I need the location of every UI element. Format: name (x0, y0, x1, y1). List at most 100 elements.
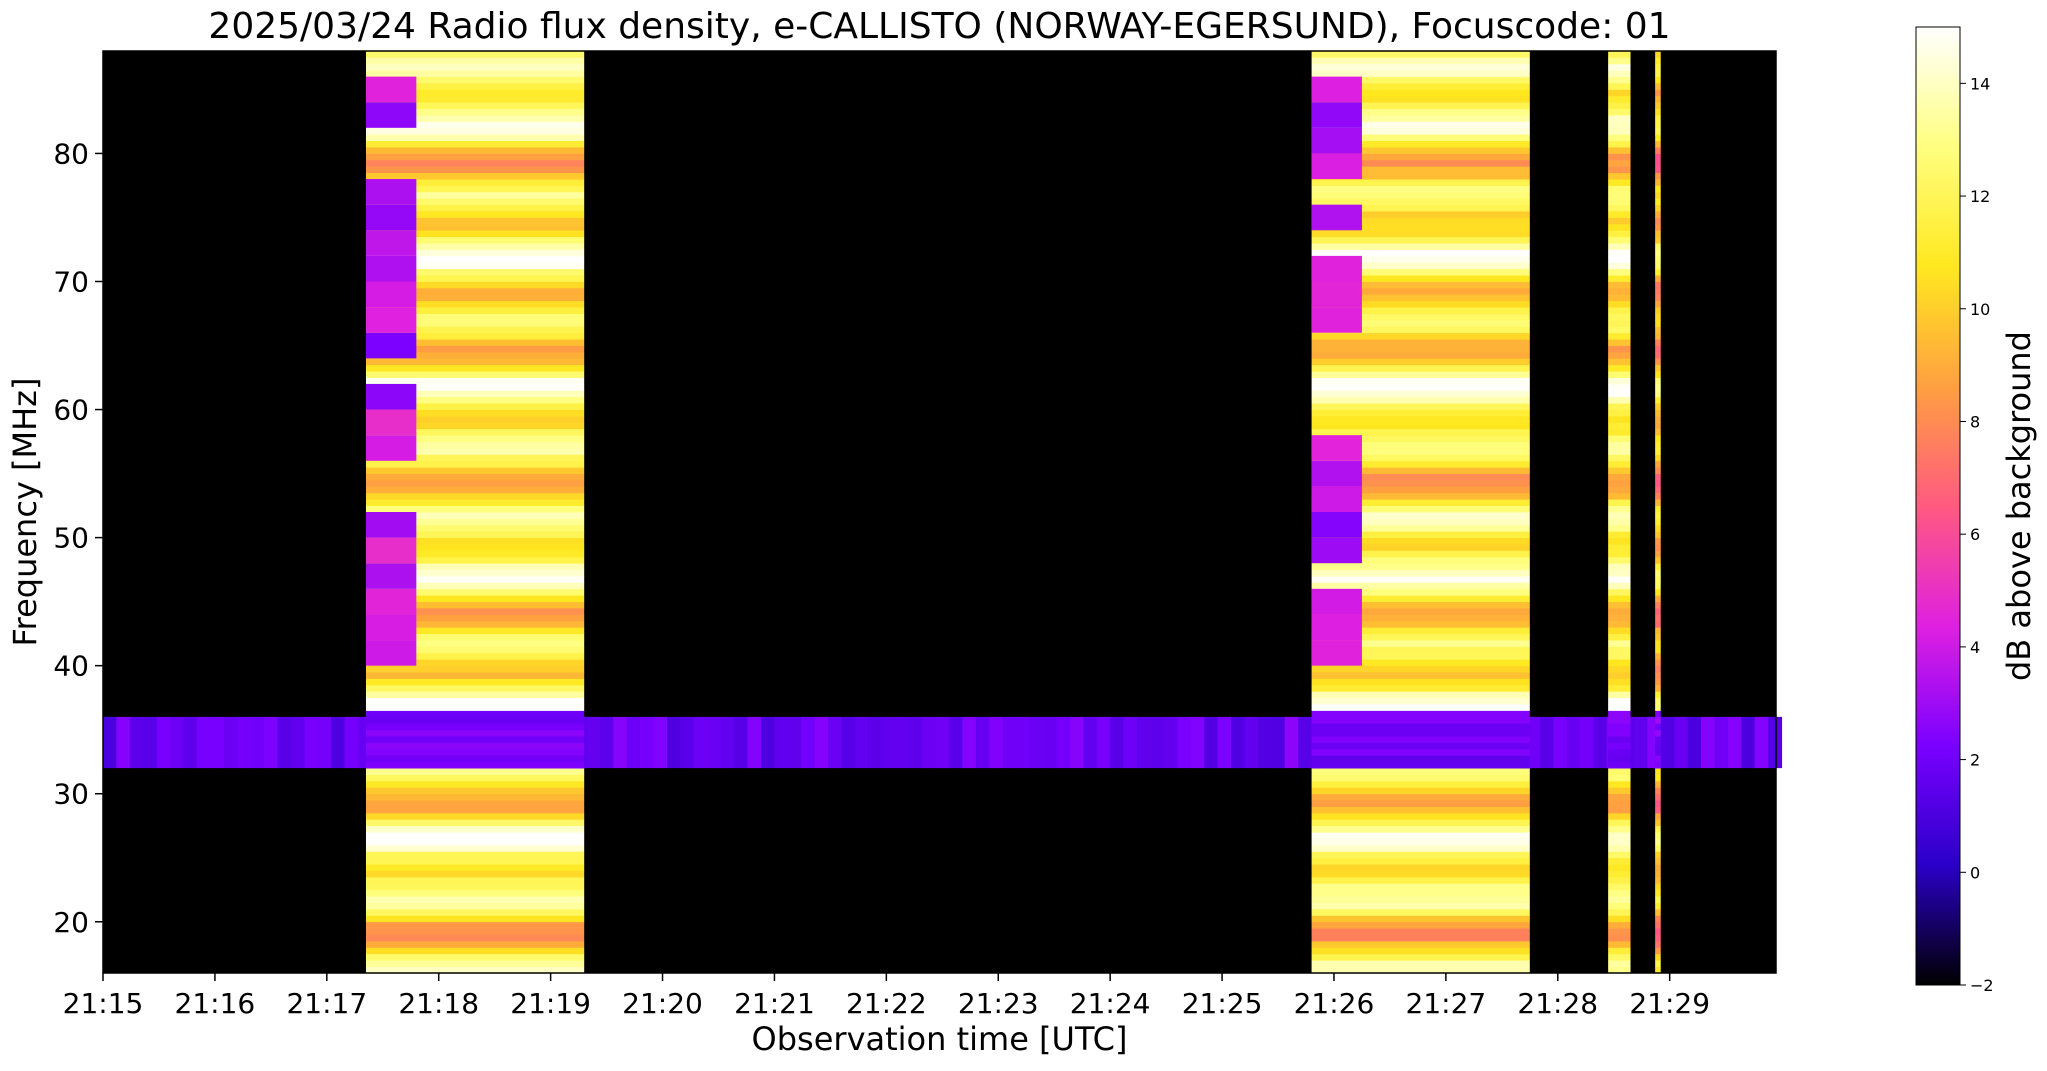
burst-cell (1311, 287, 1530, 295)
burst-cell (1608, 313, 1631, 321)
background-band-cell (949, 716, 963, 769)
colorbar-tick-label: 2 (1970, 751, 1980, 770)
background-band-cell (156, 716, 171, 769)
burst-cell (1655, 742, 1661, 750)
background-band-cell (1687, 716, 1702, 769)
burst-cell (1608, 172, 1631, 180)
burst-cell (1608, 326, 1631, 334)
burst-cell (365, 684, 585, 692)
burst-onset-cell (1311, 486, 1362, 512)
background-band-cell (1029, 716, 1044, 769)
burst-cell (1608, 255, 1631, 263)
burst-cell (1608, 832, 1631, 839)
burst-cell (1608, 249, 1631, 257)
burst-cell (365, 870, 585, 878)
burst-onset-cell (1311, 204, 1362, 231)
burst-cell (1608, 415, 1631, 423)
burst-cell (1311, 166, 1530, 174)
burst-cell (1655, 544, 1661, 551)
x-tick-label: 21:27 (1406, 987, 1487, 1020)
burst-cell (1655, 864, 1661, 871)
y-tick-label: 70 (53, 266, 89, 299)
burst-cell (365, 697, 585, 705)
burst-cell (1311, 640, 1530, 647)
burst-cell (365, 76, 585, 84)
burst-cell (1311, 838, 1530, 846)
burst-onset-cell (365, 255, 417, 282)
burst-cell (365, 812, 585, 820)
burst-cell (365, 339, 585, 346)
background-band-cell (1580, 716, 1595, 769)
burst-cell (1655, 422, 1661, 430)
burst-cell (1608, 614, 1631, 622)
burst-cell (365, 70, 585, 78)
background-band-cell (908, 716, 923, 769)
burst-cell (1608, 620, 1631, 628)
background-band-cell (1002, 716, 1017, 769)
burst-cell (1311, 819, 1530, 827)
burst-cell (1655, 243, 1661, 250)
burst-cell (1311, 806, 1530, 814)
background-band-cell (653, 716, 668, 769)
burst-cell (1608, 518, 1631, 526)
burst-cell (1655, 723, 1661, 731)
burst-onset-cell (1311, 460, 1362, 487)
background-band-cell (667, 716, 681, 769)
burst-cell (1311, 486, 1530, 494)
burst-cell (1311, 672, 1530, 679)
burst-cell (1608, 800, 1631, 807)
burst-cell (365, 428, 585, 436)
burst-cell (365, 422, 585, 430)
burst-cell (1608, 76, 1631, 84)
burst-cell (1311, 825, 1530, 833)
burst-cell (1311, 76, 1530, 84)
burst-cell (1608, 889, 1631, 897)
burst-cell (1311, 966, 1530, 974)
burst-cell (1608, 851, 1631, 859)
burst-cell (1311, 390, 1530, 398)
burst-cell (1608, 499, 1631, 506)
burst-cell (1608, 275, 1631, 282)
burst-cell (1311, 236, 1530, 244)
burst-cell (1608, 287, 1631, 295)
burst-cell (1311, 364, 1530, 372)
burst-cell (1608, 319, 1631, 327)
burst-cell (1608, 83, 1631, 90)
burst-cell (1655, 332, 1661, 340)
burst-onset-cell (365, 281, 417, 308)
y-tick-label: 60 (53, 394, 89, 427)
burst-cell (1608, 563, 1631, 571)
burst-cell (1655, 268, 1661, 276)
background-band-cell (1069, 716, 1084, 769)
background-band-cell (291, 716, 305, 769)
burst-cell (1655, 614, 1661, 622)
x-tick-label: 21:22 (846, 987, 927, 1020)
burst-cell (1311, 179, 1530, 186)
burst-cell (1311, 307, 1530, 314)
burst-cell (1311, 550, 1530, 558)
burst-onset-cell (1311, 537, 1362, 564)
burst-cell (1655, 287, 1661, 295)
burst-cell (1608, 486, 1631, 494)
burst-cell (365, 748, 585, 756)
burst-cell (1655, 902, 1661, 910)
burst-cell (1655, 211, 1661, 218)
background-band-cell (989, 716, 1004, 769)
burst-cell (365, 595, 585, 603)
burst-cell (1655, 147, 1661, 154)
burst-cell (1608, 768, 1631, 775)
burst-cell (1655, 159, 1661, 167)
background-band-cell (183, 716, 198, 769)
burst-cell (1608, 377, 1631, 385)
burst-cell (1311, 153, 1530, 161)
burst-cell (1311, 883, 1530, 891)
burst-cell (365, 230, 585, 238)
burst-1 (365, 51, 585, 974)
burst-onset-cell (1311, 435, 1362, 461)
burst-cell (1311, 499, 1530, 506)
burst-cell (365, 83, 585, 90)
burst-cell (1608, 838, 1631, 846)
burst-onset-cell (365, 512, 417, 538)
burst-cell (365, 665, 585, 673)
burst-cell (1608, 294, 1631, 302)
